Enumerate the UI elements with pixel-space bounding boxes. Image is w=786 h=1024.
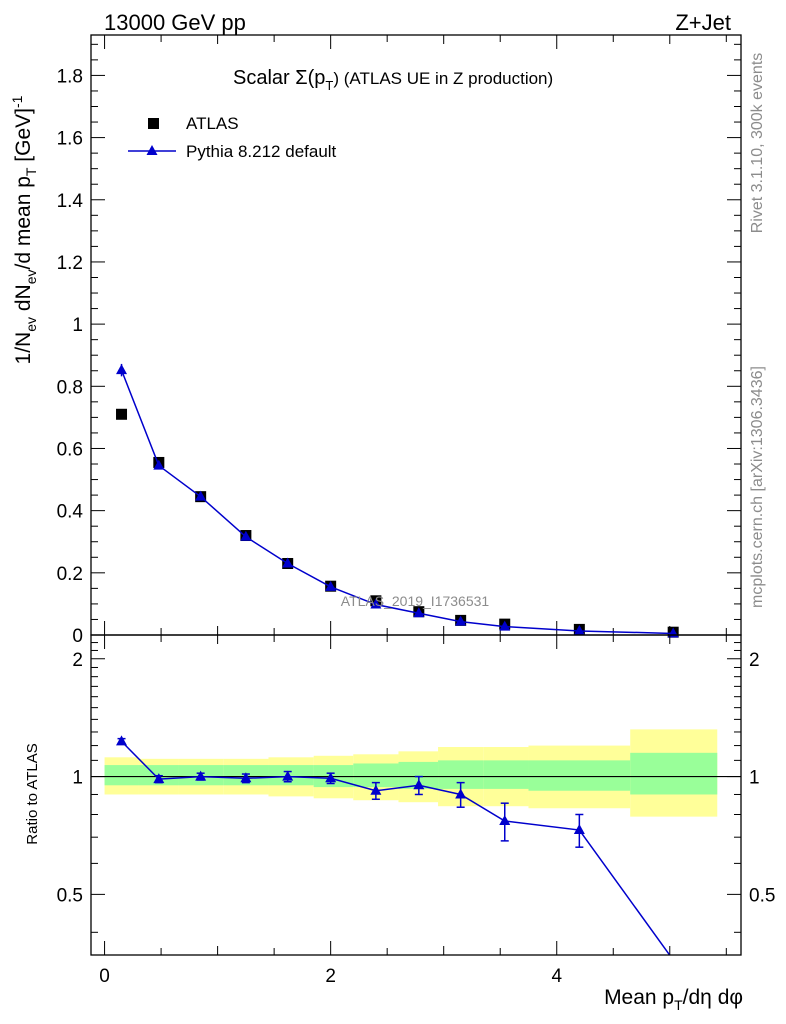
main-data-layer xyxy=(116,363,679,638)
ratio-ytick-label-left: 2 xyxy=(72,650,83,671)
main-ytick-label: 1 xyxy=(72,315,83,336)
title-prefix: Scalar Σ(p xyxy=(233,67,325,89)
ratio-point xyxy=(153,773,165,784)
xtick-label: 0 xyxy=(99,966,110,987)
ratio-data-layer xyxy=(116,735,671,955)
pythia-point xyxy=(282,557,294,568)
ratio-ytick-label-left: 1 xyxy=(72,768,83,789)
pythia-line xyxy=(120,369,674,635)
band-green-bin xyxy=(104,765,139,786)
pythia-point xyxy=(153,459,165,470)
band-green-bin xyxy=(528,760,631,791)
pythia-point xyxy=(455,615,467,626)
ratio-point xyxy=(499,814,511,825)
ratio-bands xyxy=(91,729,741,817)
plot-title: Scalar Σ(pT) (ATLAS UE in Z production) xyxy=(233,67,553,93)
pythia-point xyxy=(240,530,252,541)
xlabel-main: Mean p xyxy=(604,986,674,1009)
main-ytick-label: 1.4 xyxy=(57,191,84,212)
legend: ATLAS Pythia 8.212 default xyxy=(128,114,337,161)
legend-pythia-label: Pythia 8.212 default xyxy=(186,142,337,161)
main-ytick-label: 0.2 xyxy=(57,564,83,585)
band-green-bin xyxy=(630,752,718,795)
main-ytick-label: 1.8 xyxy=(57,66,83,87)
main-ylabel: 1/Nev dNev/d mean pT [GeV]-1 xyxy=(9,95,39,364)
pythia-point xyxy=(116,364,128,375)
ratio-ytick-label-right: 2 xyxy=(749,650,760,671)
ratio-point xyxy=(116,735,128,746)
pythia-point xyxy=(573,624,585,635)
xtick-label: 2 xyxy=(325,966,336,987)
ratio-ytick-label-right: 0.5 xyxy=(749,885,775,906)
ratio-point xyxy=(240,772,252,783)
ratio-point xyxy=(455,788,467,799)
title-suffix: ) (ATLAS UE in Z production) xyxy=(333,69,553,88)
pythia-point xyxy=(499,620,511,631)
main-ytick-label: 0 xyxy=(72,626,83,647)
rivet-version-label: Rivet 3.1.10, 300k events xyxy=(749,53,766,234)
ratio-ylabel: Ratio to ATLAS xyxy=(24,743,41,844)
header-left: 13000 GeV pp xyxy=(104,10,246,35)
ratio-ytick-label-left: 0.5 xyxy=(57,885,83,906)
main-ytick-label: 1.2 xyxy=(57,253,83,274)
mcplots-label: mcplots.cern.ch [arXiv:1306.3436] xyxy=(749,366,766,608)
ratio-point xyxy=(573,824,585,835)
band-green-bin xyxy=(483,760,529,789)
atlas-point xyxy=(116,408,128,420)
ratio-ytick-label-right: 1 xyxy=(749,768,760,789)
xlabel-sub: T xyxy=(674,997,683,1013)
ratio-line xyxy=(120,740,671,955)
title-subscript: T xyxy=(325,78,333,93)
ratio-point xyxy=(413,779,425,790)
legend-pythia-marker xyxy=(146,145,158,155)
xtick-label: 4 xyxy=(551,966,562,987)
ratio-point xyxy=(370,784,382,795)
pythia-point xyxy=(413,607,425,618)
analysis-watermark: ATLAS_2019_I1736531 xyxy=(341,593,490,609)
main-ytick-label: 1.6 xyxy=(57,129,83,150)
main-axes: 0 0.2 0.4 0.6 0.8 1 1.2 1.4 1.6 1.8 xyxy=(57,35,741,647)
main-ytick-label: 0.6 xyxy=(57,439,83,460)
band-green-bin xyxy=(353,763,399,788)
ratio-point xyxy=(325,772,337,783)
header-right: Z+Jet xyxy=(675,10,731,35)
ratio-frame xyxy=(90,634,742,956)
legend-atlas-label: ATLAS xyxy=(186,114,239,133)
xlabel: Mean pT/dη dφ xyxy=(604,986,743,1013)
ratio-point xyxy=(195,770,207,781)
main-ytick-label: 0.8 xyxy=(57,377,83,398)
legend-atlas-marker xyxy=(148,118,159,129)
xlabel-tail: /dη dφ xyxy=(683,986,743,1009)
ratio-axes: 0.5 0.5 1 1 2 2 0 2 4 xyxy=(57,635,775,987)
ratio-point xyxy=(282,770,294,781)
band-green-bin xyxy=(268,765,314,786)
pythia-point xyxy=(370,598,382,609)
pythia-point xyxy=(195,490,207,501)
pythia-point xyxy=(325,580,337,591)
main-ytick-label: 0.4 xyxy=(57,502,84,523)
